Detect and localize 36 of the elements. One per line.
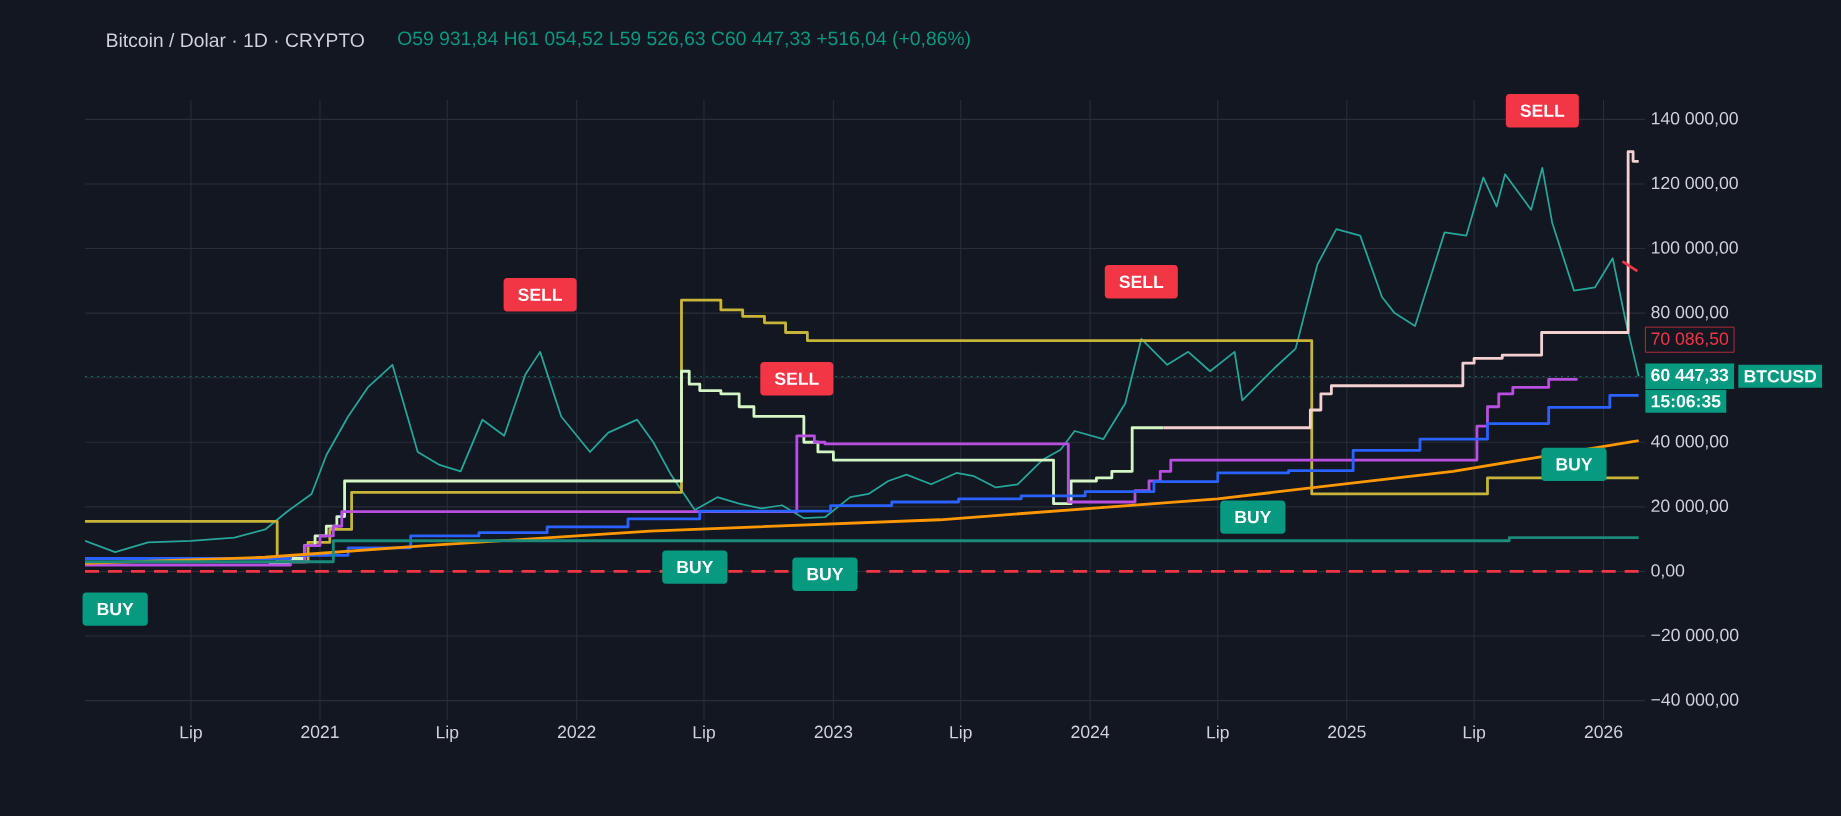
chart-subtitle: O59 931,84 H61 054,52 L59 526,63 C60 447,33 +516,04 (+0,86%) xyxy=(398,30,970,49)
y-tick-label: 80 000,00 xyxy=(1651,305,1729,321)
y-tick-label: 140 000,00 xyxy=(1651,112,1738,127)
x-tick-label: Lip xyxy=(436,725,459,742)
y-tick-label: 0,00 xyxy=(1651,564,1685,579)
x-tick-label: Lip xyxy=(180,725,202,742)
x-tick-label: Lip xyxy=(1463,725,1486,742)
x-tick-label: 2024 xyxy=(1071,725,1110,739)
annotation: BUY xyxy=(677,560,714,574)
ref-line-label: 60 447,33 xyxy=(1651,368,1729,384)
annotation: BUY xyxy=(1556,458,1593,471)
x-tick-label: 2026 xyxy=(1584,725,1623,739)
text: 70 086,50 xyxy=(1651,332,1729,347)
annotation: BUY xyxy=(97,602,134,616)
x-tick-label: 2022 xyxy=(558,725,596,739)
x-tick-label: 2023 xyxy=(814,725,853,739)
annotation: SELL xyxy=(1119,275,1164,289)
x-tick-label: Lip xyxy=(693,725,715,742)
y-tick-label: −20 000,00 xyxy=(1651,628,1739,644)
annotation: BUY xyxy=(1235,510,1272,524)
text: BTCUSD xyxy=(1744,370,1817,383)
y-tick-label: 120 000,00 xyxy=(1651,176,1738,192)
x-tick-label: 2021 xyxy=(301,725,339,739)
y-tick-label: −40 000,00 xyxy=(1651,693,1739,708)
annotation: SELL xyxy=(518,288,563,301)
text: 15:06:35 xyxy=(1651,395,1721,408)
y-tick-label: 20 000,00 xyxy=(1651,499,1729,515)
y-tick-label: 40 000,00 xyxy=(1651,435,1729,450)
annotation: BUY xyxy=(807,568,844,581)
chart-title: Bitcoin / Dolar · 1D · CRYPTO xyxy=(107,32,364,48)
x-tick-label: Lip xyxy=(1207,725,1229,742)
x-tick-label: 2025 xyxy=(1328,725,1366,739)
annotation: SELL xyxy=(1520,104,1565,117)
annotation: SELL xyxy=(774,372,819,385)
x-tick-label: Lip xyxy=(950,725,972,742)
y-tick-label: 100 000,00 xyxy=(1651,241,1738,256)
